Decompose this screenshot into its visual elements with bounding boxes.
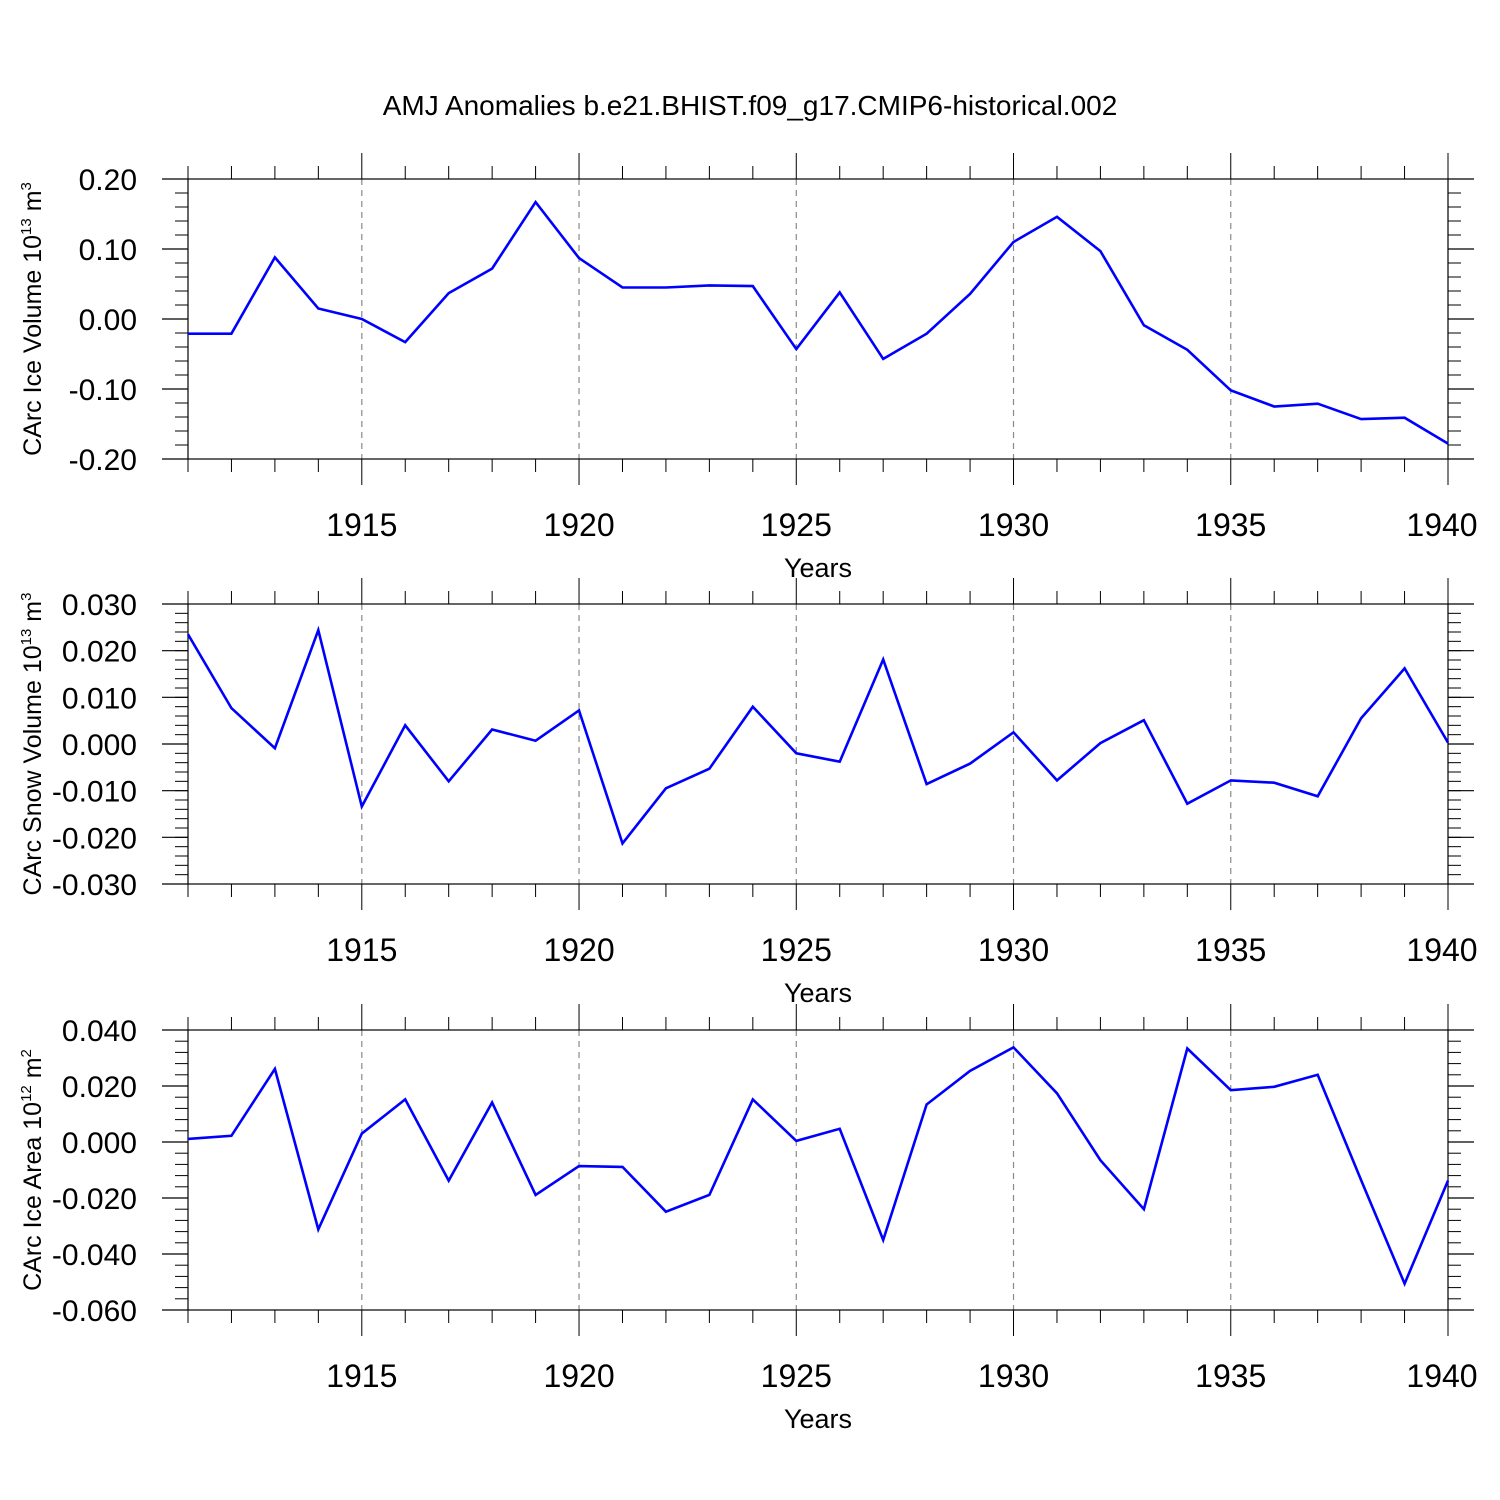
panels: 0.20 0.10 0.00 -0.10 -0.20 1915 1920 1925 1930 19… (18, 153, 1478, 1434)
series-line (188, 199, 1449, 445)
series-line (187, 1045, 1450, 1288)
y-axis-label-text: CArc Ice Volume 10 (19, 235, 47, 456)
x-tick-label: 1920 (543, 932, 614, 968)
y-tick-label: -0.040 (52, 1239, 137, 1272)
y-axis-label-text: CArc Ice Area 10 (19, 1102, 47, 1291)
y-tick-label: -0.020 (52, 1183, 137, 1216)
y-tick-label: -0.20 (69, 444, 137, 477)
x-tick-label: 1925 (761, 932, 832, 968)
panel-3: 0.040 0.020 0.000 -0.020 -0.040 -0.060 1915 192… (18, 1004, 1478, 1434)
y-tick-label: 0.030 (62, 589, 137, 622)
y-axis-label-exponent: 13 (18, 629, 35, 646)
y-tick-label: -0.10 (69, 374, 137, 407)
y-tick-label: 0.020 (62, 1071, 137, 1104)
y-axis-label-text: CArc Snow Volume 10 (19, 645, 47, 895)
panel-2: 0.030 0.020 0.010 0.000 -0.010 -0.020 -0.030 19… (18, 578, 1478, 1008)
y-tick-label: 0.000 (62, 1127, 137, 1160)
y-tick-label: 0.040 (62, 1015, 137, 1048)
y-tick-label: 0.010 (62, 682, 137, 715)
y-tick-label: 0.000 (62, 729, 137, 762)
y-axis-label: CArc Ice Volume 1013 m3 (18, 182, 47, 456)
x-tick-label: 1930 (978, 1358, 1049, 1394)
x-tick-label: 1915 (326, 932, 397, 968)
y-axis-label-unit-exponent: 3 (18, 593, 35, 601)
x-tick-label: 1930 (978, 932, 1049, 968)
plot-frame (187, 178, 1449, 460)
y-axis-label-unit-exponent: 3 (18, 182, 35, 190)
y-tick-label: -0.060 (52, 1295, 137, 1328)
x-tick-label: 1920 (543, 507, 614, 543)
y-tick-label: 0.20 (79, 164, 137, 197)
plot-frame (187, 1029, 1449, 1311)
x-tick-label: 1930 (978, 507, 1049, 543)
x-tick-label: 1920 (543, 1358, 614, 1394)
y-axis-label: CArc Snow Volume 1013 m3 (18, 593, 47, 896)
x-tick-label: 1940 (1406, 507, 1477, 543)
y-axis-label-unit: m (19, 601, 47, 629)
x-tick-label: 1915 (326, 507, 397, 543)
y-tick-label: -0.020 (52, 822, 137, 855)
chart-title: AMJ Anomalies b.e21.BHIST.f09_g17.CMIP6-… (383, 90, 1118, 121)
y-axis-label-unit-exponent: 2 (18, 1049, 35, 1057)
y-tick-label: -0.030 (52, 869, 137, 902)
y-axis-label-exponent: 12 (18, 1085, 35, 1102)
x-tick-label: 1935 (1195, 932, 1266, 968)
y-tick-label: -0.010 (52, 776, 137, 809)
plot-frame (187, 603, 1449, 885)
x-axis-label: Years (784, 553, 852, 583)
y-tick-label: 0.10 (79, 234, 137, 267)
y-tick-label: 0.020 (62, 636, 137, 669)
x-tick-label: 1935 (1195, 507, 1266, 543)
x-tick-label: 1915 (326, 1358, 397, 1394)
x-tick-label: 1940 (1406, 932, 1477, 968)
x-tick-label: 1925 (761, 1358, 832, 1394)
x-tick-label: 1940 (1406, 1358, 1477, 1394)
y-axis-label: CArc Ice Area 1012 m2 (18, 1049, 47, 1291)
y-axis-label-exponent: 13 (18, 218, 35, 235)
x-axis-label: Years (784, 978, 852, 1008)
x-axis-label: Years (784, 1404, 852, 1434)
x-tick-label: 1935 (1195, 1358, 1266, 1394)
series-line (186, 625, 1450, 847)
x-tick-label: 1925 (761, 507, 832, 543)
y-axis-label-unit: m (19, 1057, 47, 1085)
y-tick-label: 0.00 (79, 304, 137, 337)
y-axis-label-unit: m (19, 190, 47, 218)
panel-1: 0.20 0.10 0.00 -0.10 -0.20 1915 1920 1925 1930 19… (18, 153, 1478, 583)
